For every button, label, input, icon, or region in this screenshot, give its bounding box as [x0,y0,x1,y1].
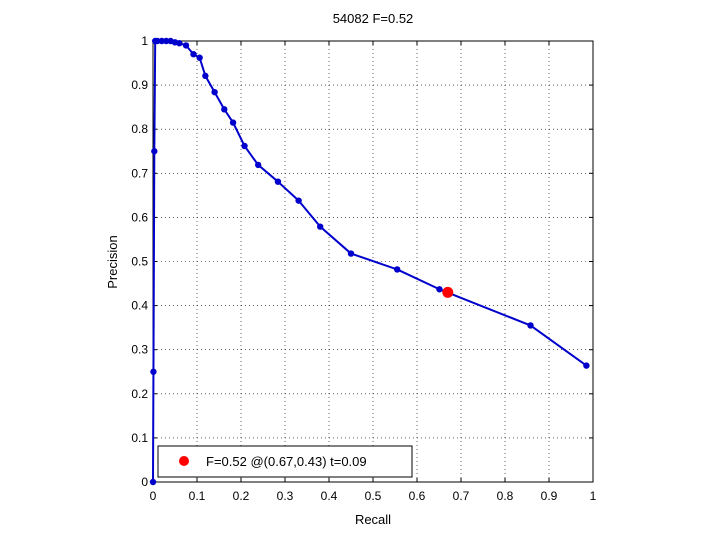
x-tick-label: 0.1 [189,489,206,503]
y-tick-label: 0 [141,475,148,489]
data-point [211,88,218,96]
data-point [154,37,161,45]
y-tick-label: 0.7 [131,166,148,180]
data-point [221,106,228,113]
chart-title: 54082 F=0.52 [333,11,414,26]
y-tick-label: 0.8 [131,122,148,136]
y-tick-label: 0.6 [131,210,148,224]
series-group [149,37,590,486]
legend: F=0.52 @(0.67,0.43) t=0.09 [157,445,413,478]
x-tick-label: 0.6 [409,489,426,503]
x-tick-label: 0.5 [365,489,382,503]
data-point [241,142,248,150]
x-axis-label: Recall [355,512,391,527]
y-tick-label: 0.4 [131,299,148,313]
y-tick-label: 1 [141,34,148,48]
data-point [254,161,262,169]
data-point [317,223,324,230]
axis-ticks: 0 0.1 0.2 0.3 0.4 0.5 0.6 0.7 0.8 0.9 1 0 0.1 0.2 0.3 0… [131,34,596,503]
x-tick-label: 0 [150,489,157,503]
data-point [347,250,355,257]
data-point [229,119,237,126]
x-tick-label: 0.8 [497,489,514,503]
y-tick-label: 0.9 [131,78,148,92]
x-tick-label: 0.4 [321,489,338,503]
data-point [149,478,157,486]
y-tick-label: 0.3 [131,343,148,357]
x-tick-label: 0.9 [541,489,558,503]
y-axis-label: Precision [105,235,120,288]
highlight-group [442,286,454,298]
data-point [202,72,209,80]
legend-label: F=0.52 @(0.67,0.43) t=0.09 [206,454,367,469]
data-point [394,266,401,273]
x-tick-label: 0.3 [277,489,294,503]
data-point [436,286,443,293]
data-point [182,42,190,49]
data-point [158,37,165,45]
data-point [190,51,197,58]
best-f-point [442,286,454,298]
data-point [295,197,302,204]
legend-box [157,445,413,478]
data-point [274,178,282,185]
data-point [196,54,203,61]
y-tick-label: 0.5 [131,255,148,269]
y-tick-label: 0.2 [131,387,148,401]
x-tick-label: 0.2 [233,489,250,503]
x-tick-label: 0.7 [453,489,470,503]
x-tick-label: 1 [590,489,597,503]
data-point [150,368,157,375]
legend-marker [179,456,189,466]
data-point [151,148,158,155]
data-point [176,40,183,47]
data-point [527,322,534,329]
data-point [163,37,170,45]
data-point [583,362,590,369]
y-tick-label: 0.1 [131,431,148,445]
